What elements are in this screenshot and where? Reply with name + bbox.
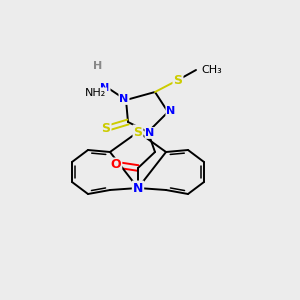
Text: H: H: [93, 61, 103, 71]
Text: N: N: [119, 94, 129, 104]
Text: N: N: [167, 106, 176, 116]
Text: S: S: [173, 74, 182, 86]
Text: N: N: [133, 182, 143, 194]
Text: S: S: [134, 125, 142, 139]
Text: S: S: [101, 122, 110, 134]
Text: N: N: [146, 128, 154, 138]
Text: NH₂: NH₂: [85, 88, 106, 98]
Text: CH₃: CH₃: [201, 65, 222, 75]
Text: O: O: [111, 158, 121, 172]
Text: N: N: [100, 83, 109, 93]
